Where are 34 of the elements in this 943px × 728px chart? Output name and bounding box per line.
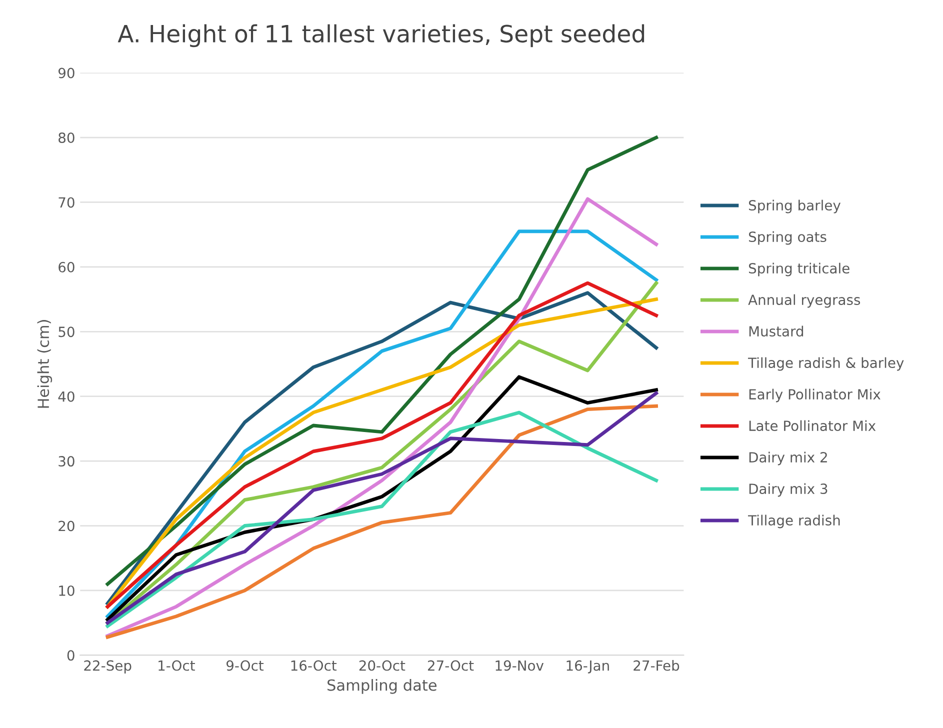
x-tick-label: 27-Feb bbox=[634, 660, 680, 671]
y-tick-label: 90 bbox=[58, 68, 74, 78]
x-axis-title: Sampling date bbox=[328, 679, 437, 694]
x-tick-label: 16-Oct bbox=[291, 660, 337, 671]
legend-label: Mustard bbox=[749, 326, 804, 337]
chart-title: A. Height of 11 tallest varieties, Sept seeded bbox=[118, 24, 644, 48]
legend-label: Early Pollinator Mix bbox=[749, 388, 880, 402]
y-tick-label: 80 bbox=[58, 132, 74, 143]
x-tick-label: 9-Oct bbox=[226, 660, 264, 671]
y-axis-title: Height (cm) bbox=[37, 320, 52, 408]
y-tick-label: 10 bbox=[59, 585, 74, 596]
x-tick-label: 16-Jan bbox=[566, 660, 609, 674]
x-tick-label: 1-Oct bbox=[158, 660, 195, 671]
x-tick-label: 20-Oct bbox=[359, 660, 406, 671]
y-tick-label: 40 bbox=[58, 391, 74, 402]
y-tick-label: 50 bbox=[58, 326, 74, 338]
legend-label: Spring oats bbox=[748, 231, 826, 245]
legend-label: Dairy mix 3 bbox=[749, 483, 828, 497]
x-tick-label: 22-Sep bbox=[84, 660, 132, 674]
legend-label: Spring triticale bbox=[748, 262, 850, 276]
x-tick-label: 19-Nov bbox=[496, 660, 544, 671]
legend-label: Late Pollinator Mix bbox=[749, 420, 876, 432]
legend-label: Tillage radish & barley bbox=[748, 357, 904, 371]
x-tick-label: 27-Oct bbox=[428, 660, 474, 671]
legend-label: Spring barley bbox=[748, 200, 841, 214]
legend-label: Dairy mix 2 bbox=[749, 452, 827, 466]
y-tick-label: 60 bbox=[58, 262, 74, 272]
y-tick-label: 0 bbox=[67, 650, 74, 661]
y-tick-label: 20 bbox=[58, 520, 74, 532]
legend-label: Tillage radish bbox=[748, 514, 840, 528]
legend-label: Annual ryegrass bbox=[748, 294, 860, 308]
y-tick-label: 30 bbox=[58, 456, 74, 467]
y-tick-label: 70 bbox=[58, 197, 74, 208]
line-series bbox=[106, 136, 658, 586]
